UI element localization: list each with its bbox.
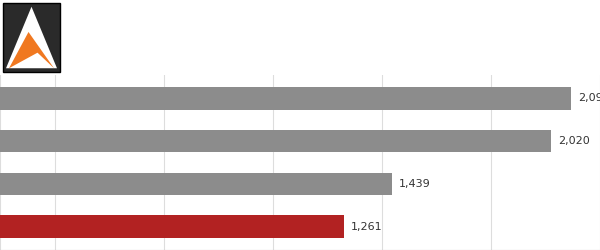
FancyBboxPatch shape bbox=[3, 3, 60, 72]
Text: 2,020: 2,020 bbox=[558, 136, 589, 146]
Text: PCMark 10 Storage - Overall Score: PCMark 10 Storage - Overall Score bbox=[69, 15, 419, 33]
Bar bbox=[0, 88, 571, 110]
Bar bbox=[0, 130, 551, 152]
Bar bbox=[0, 216, 344, 238]
Bar bbox=[0, 173, 392, 195]
Polygon shape bbox=[6, 7, 57, 68]
Text: 2,093: 2,093 bbox=[578, 94, 600, 104]
Text: 1,439: 1,439 bbox=[399, 179, 431, 189]
Text: 1,261: 1,261 bbox=[351, 222, 382, 232]
Polygon shape bbox=[9, 32, 54, 68]
Text: Secondary drive (higher is better): Secondary drive (higher is better) bbox=[69, 52, 270, 65]
